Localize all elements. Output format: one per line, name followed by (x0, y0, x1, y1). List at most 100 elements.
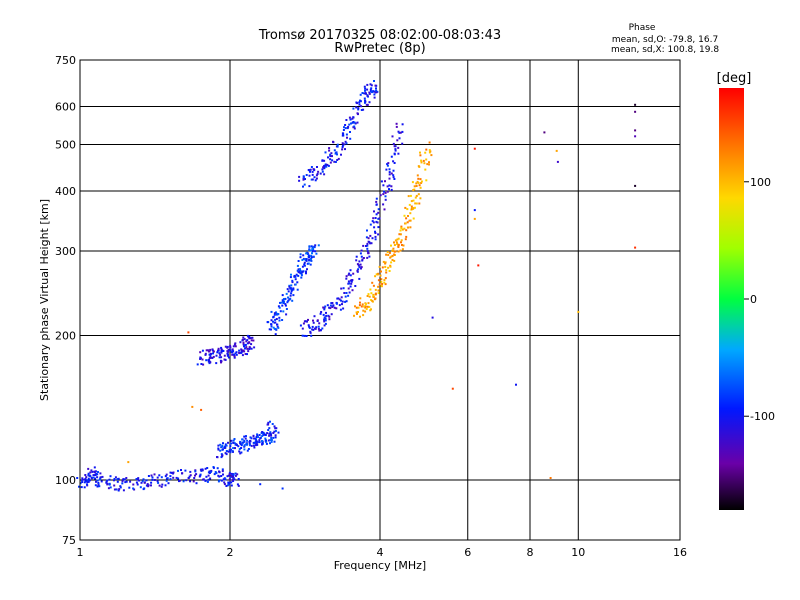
echo-point (364, 101, 366, 104)
echo-point (377, 279, 380, 282)
grid-lines (80, 60, 680, 540)
echo-point (227, 356, 230, 359)
echo-point (311, 250, 314, 253)
echo-point (269, 432, 272, 435)
echo-point (117, 477, 120, 480)
echo-point (327, 164, 330, 167)
echo-point (416, 180, 419, 183)
echo-point (361, 258, 364, 261)
echo-point (366, 229, 368, 232)
echo-point (352, 107, 355, 110)
echo-point (358, 304, 361, 307)
echo-point (199, 358, 202, 360)
echo-point (261, 435, 264, 437)
echo-point (336, 145, 339, 148)
echo-point (375, 200, 378, 203)
echo-point (346, 136, 348, 139)
echo-point (309, 170, 311, 173)
echo-point (345, 300, 348, 303)
echo-point (267, 421, 270, 424)
echo-point (344, 140, 347, 143)
echo-point (246, 347, 249, 350)
echo-point (116, 478, 119, 481)
echo-point (156, 476, 159, 479)
echo-point (76, 477, 79, 479)
echo-point (302, 257, 305, 260)
echo-point (410, 205, 413, 208)
echo-point (360, 109, 363, 111)
echo-point (399, 229, 402, 232)
echo-point (267, 429, 270, 431)
echo-point (299, 324, 302, 327)
echo-point (377, 208, 380, 211)
echo-point (246, 353, 248, 356)
echo-point (315, 177, 318, 180)
echo-point (309, 263, 312, 266)
echo-point (229, 349, 232, 352)
echo-point (209, 355, 212, 358)
echo-point (278, 306, 281, 309)
echo-point (322, 306, 325, 309)
echo-point (242, 336, 245, 339)
echo-point (268, 328, 271, 331)
echo-point (359, 252, 362, 255)
echo-point (358, 260, 361, 263)
echo-point (158, 484, 161, 487)
echo-point (414, 196, 417, 199)
echo-point (243, 439, 246, 442)
echo-point (407, 195, 410, 198)
echo-point (150, 474, 153, 477)
scatter-point (515, 383, 517, 386)
echo-point (119, 485, 122, 488)
echo-point (419, 186, 422, 189)
echo-point (245, 346, 248, 349)
echo-point (292, 294, 295, 297)
echo-point (401, 228, 404, 231)
echo-point (323, 324, 326, 327)
echo-point (371, 281, 374, 284)
echo-point (385, 253, 388, 256)
echo-point (323, 159, 326, 162)
echo-point (351, 279, 354, 282)
echo-point (274, 321, 277, 324)
echo-point (399, 249, 402, 252)
echo-point (216, 456, 218, 458)
echo-point (324, 319, 327, 322)
echo-point (424, 151, 427, 154)
echo-point (188, 475, 191, 478)
echo-point (79, 482, 82, 485)
echo-point (399, 233, 402, 236)
echo-point (302, 175, 305, 178)
echo-point (281, 319, 284, 321)
echo-point (308, 326, 311, 329)
echo-point (387, 266, 390, 269)
echo-point (311, 252, 313, 255)
echo-point (311, 325, 314, 328)
echo-point (293, 274, 296, 277)
echo-point (224, 445, 227, 448)
echo-point (367, 240, 370, 243)
echo-point (302, 254, 305, 257)
echo-point (231, 476, 234, 479)
echo-point (314, 250, 317, 253)
echo-point (96, 476, 99, 479)
echo-point (199, 356, 202, 359)
echo-point (212, 466, 215, 469)
echo-point (310, 178, 313, 181)
echo-point (233, 478, 236, 481)
echo-point (246, 442, 248, 445)
echo-point (205, 475, 208, 478)
echo-point (217, 349, 220, 352)
echo-point (336, 153, 338, 156)
echo-point (309, 168, 312, 171)
scatter-point (556, 160, 559, 163)
echo-point (359, 93, 362, 96)
echo-point (308, 245, 311, 248)
phase-o-stats: mean, sd,O: -79.8, 16.7 (612, 35, 718, 45)
echo-point (192, 480, 195, 483)
echo-point (250, 339, 253, 342)
echo-point (415, 182, 418, 185)
echo-point (302, 322, 305, 325)
echo-point (369, 288, 372, 291)
echo-point (394, 148, 397, 151)
